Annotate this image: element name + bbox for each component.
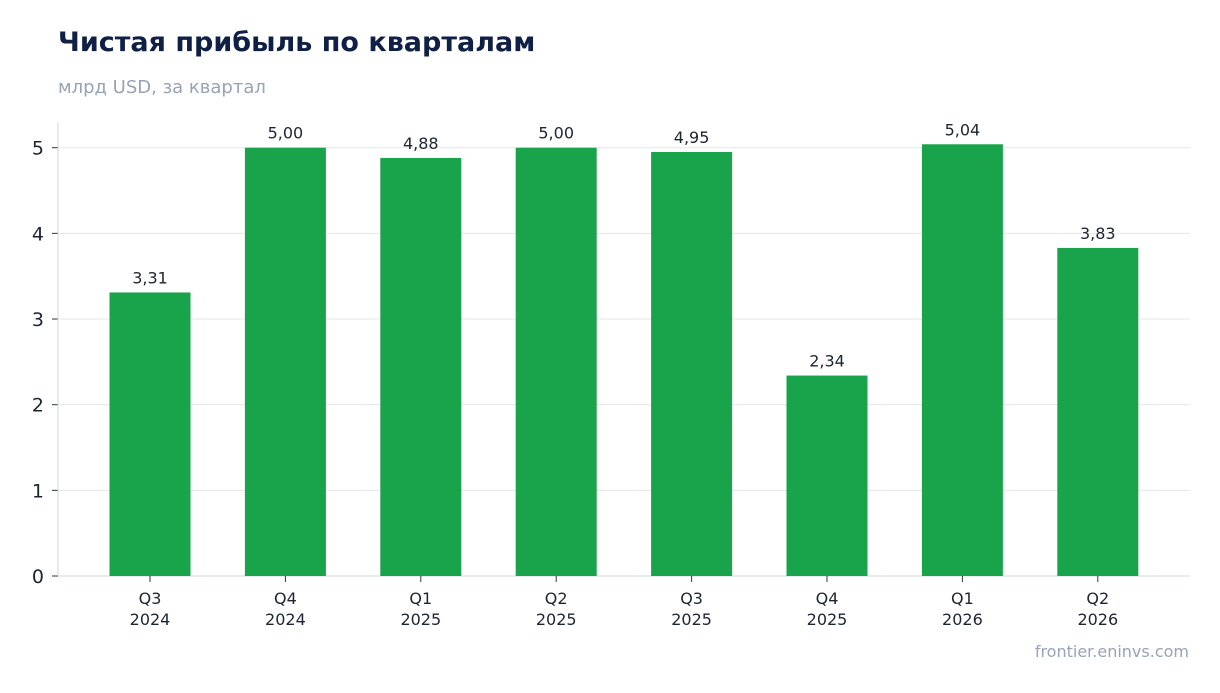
bar: [921, 144, 1003, 576]
x-tick-label-quarter: Q1: [951, 589, 974, 608]
bar: [1057, 247, 1139, 576]
x-tick-label-quarter: Q3: [139, 589, 162, 608]
bar: [109, 292, 191, 576]
x-tick-label-quarter: Q1: [409, 589, 432, 608]
y-tick-label: 3: [32, 309, 44, 331]
x-tick-label-year: 2024: [130, 610, 171, 629]
data-label: 4,95: [674, 128, 710, 147]
bar: [380, 157, 462, 576]
y-tick-label: 4: [32, 223, 44, 245]
bar: [786, 375, 868, 576]
bar: [244, 147, 326, 576]
x-tick-label-year: 2024: [265, 610, 306, 629]
y-tick-label: 2: [32, 395, 44, 417]
x-tick-label-quarter: Q4: [816, 589, 839, 608]
data-label: 3,31: [132, 268, 168, 287]
x-tick-label-year: 2026: [942, 610, 983, 629]
chart-subtitle: млрд USD, за квартал: [58, 77, 266, 98]
x-tick-label-quarter: Q4: [274, 589, 297, 608]
x-tick-label-quarter: Q2: [1086, 589, 1109, 608]
y-tick-label: 1: [32, 480, 44, 502]
x-tick-label-year: 2025: [400, 610, 441, 629]
x-tick-label-year: 2025: [536, 610, 577, 629]
data-label: 5,04: [945, 120, 981, 139]
x-tick-label-quarter: Q3: [680, 589, 703, 608]
x-tick-label-quarter: Q2: [545, 589, 568, 608]
source-label: frontier.eninvs.com: [1034, 642, 1189, 661]
data-label: 5,00: [268, 124, 304, 143]
data-label: 4,88: [403, 134, 439, 153]
bar: [515, 147, 597, 576]
x-tick-label-year: 2025: [807, 610, 848, 629]
x-tick-label-year: 2025: [671, 610, 712, 629]
y-tick-label: 5: [32, 138, 44, 160]
chart-title: Чистая прибыль по кварталам: [58, 27, 536, 58]
bar: [651, 151, 733, 576]
x-tick-label-year: 2026: [1077, 610, 1118, 629]
data-label: 2,34: [809, 352, 845, 371]
data-label: 5,00: [538, 124, 574, 143]
data-label: 3,83: [1080, 224, 1116, 243]
y-tick-label: 0: [32, 566, 44, 588]
